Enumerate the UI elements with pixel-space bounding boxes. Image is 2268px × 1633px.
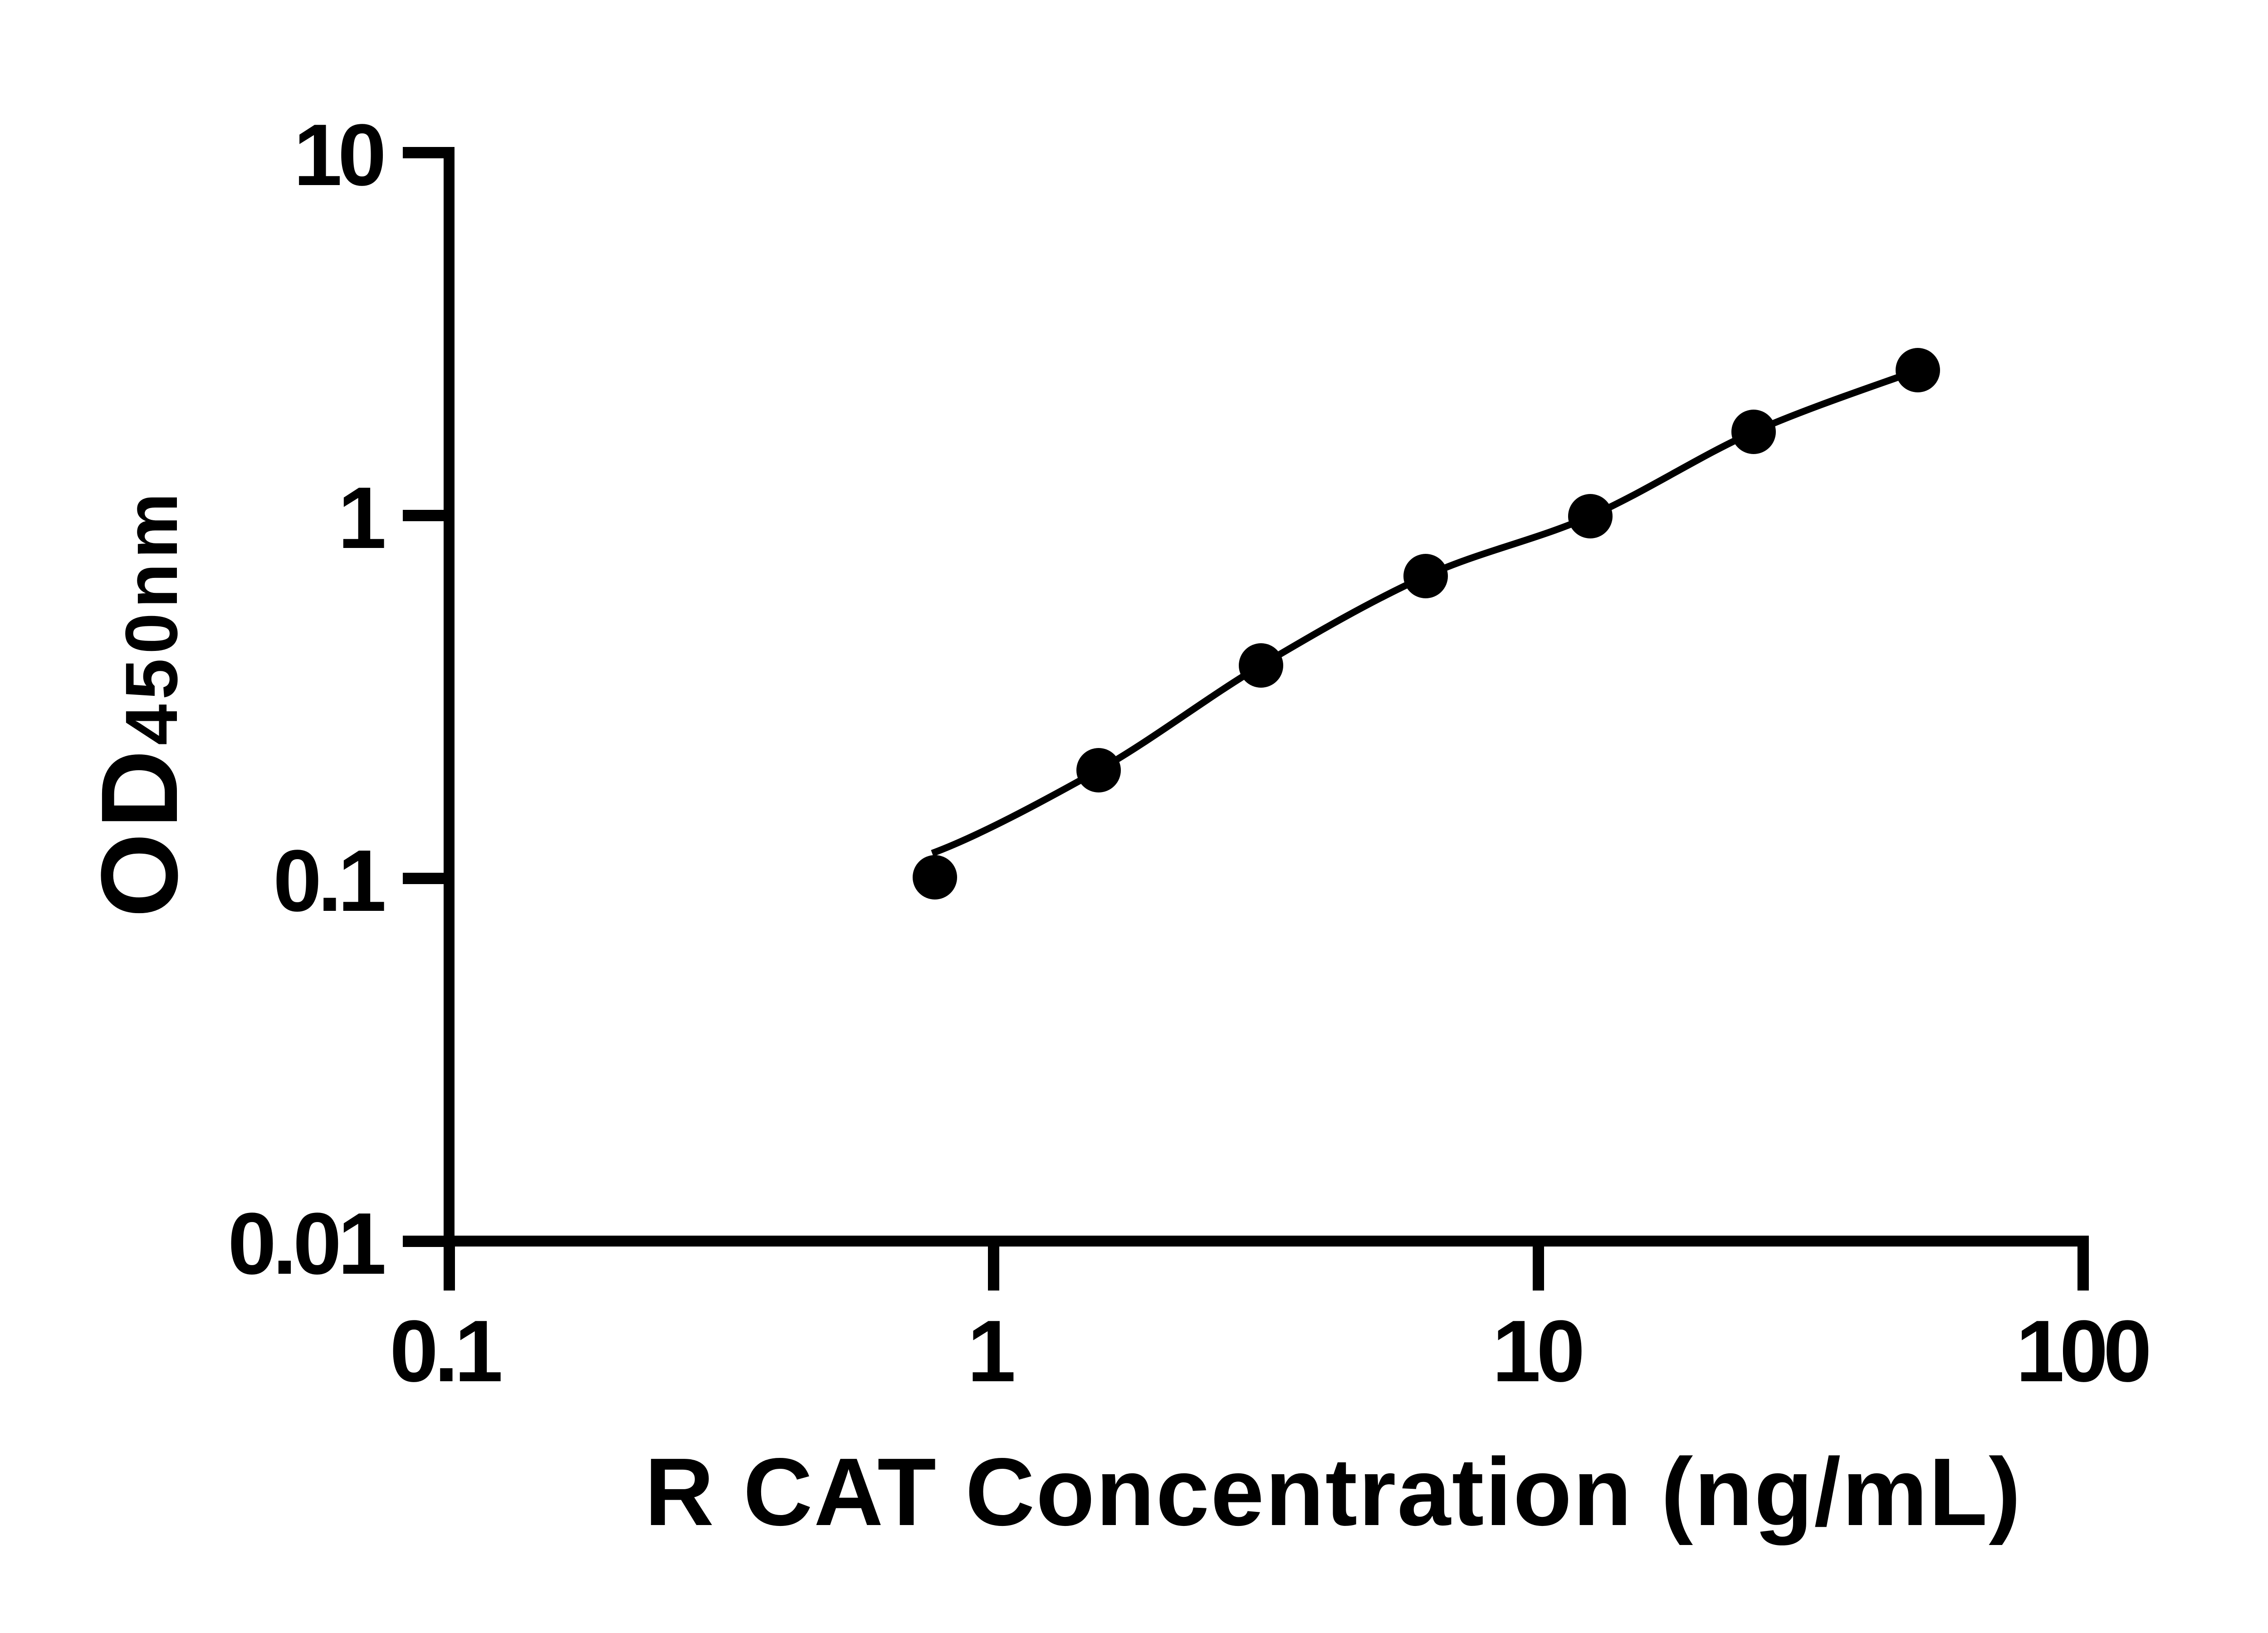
svg-text:1: 1 [967, 1302, 1016, 1400]
svg-text:10: 10 [293, 106, 386, 204]
svg-text:0.01: 0.01 [228, 1194, 386, 1292]
svg-text:10: 10 [1492, 1302, 1585, 1400]
svg-text:100: 100 [2016, 1302, 2152, 1400]
svg-text:0.1: 0.1 [273, 831, 386, 929]
svg-text:R CAT Concentration (ng/mL): R CAT Concentration (ng/mL) [645, 1438, 2022, 1545]
svg-text:0.1: 0.1 [390, 1302, 503, 1400]
svg-text:1: 1 [338, 469, 386, 567]
